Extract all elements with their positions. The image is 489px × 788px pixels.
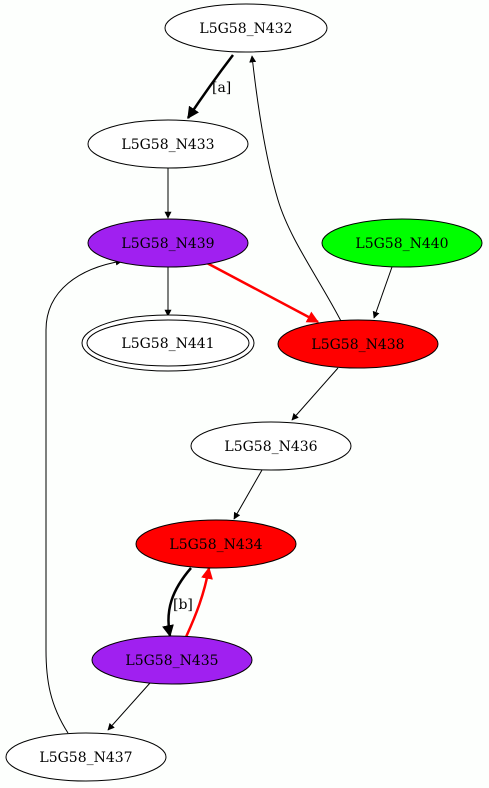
node-n432[interactable]: L5G58_N432 [164, 3, 328, 53]
node-n440[interactable]: L5G58_N440 [321, 218, 483, 268]
node-label: L5G58_N441 [121, 336, 214, 352]
node-label: L5G58_N439 [121, 236, 214, 252]
node-n437[interactable]: L5G58_N437 [5, 732, 167, 782]
edge-n440-n438 [372, 266, 393, 319]
node-n439[interactable]: L5G58_N439 [87, 218, 249, 268]
edge-label-b: [b] [173, 597, 193, 613]
node-label: L5G58_N435 [125, 653, 218, 669]
node-n438[interactable]: L5G58_N438 [277, 319, 439, 369]
node-n441[interactable]: L5G58_N441 [81, 314, 255, 372]
edge-n436-n434 [233, 469, 263, 520]
node-n436[interactable]: L5G58_N436 [190, 421, 352, 471]
node-label: L5G58_N437 [39, 750, 132, 766]
node-label: L5G58_N436 [224, 439, 317, 455]
node-n434[interactable]: L5G58_N434 [135, 519, 297, 569]
edge-label-a: [a] [212, 80, 231, 96]
edge-n437-n439 [45, 258, 123, 734]
edge-n438-n436 [291, 367, 339, 421]
edge-n435-n434 [184, 566, 213, 638]
node-label: L5G58_N438 [311, 337, 404, 353]
edge-n434-n435 [162, 567, 192, 638]
edge-n439-n438 [204, 260, 320, 324]
node-label: L5G58_N440 [355, 236, 448, 252]
node-n433[interactable]: L5G58_N433 [87, 119, 249, 169]
edge-n438-n432 [249, 55, 343, 324]
node-label: L5G58_N433 [121, 137, 214, 153]
edge-n432-n433 [186, 54, 234, 119]
edge-n435-n437 [107, 682, 151, 731]
node-label: L5G58_N434 [169, 537, 262, 553]
node-n435[interactable]: L5G58_N435 [91, 635, 253, 685]
node-label: L5G58_N432 [199, 21, 292, 37]
